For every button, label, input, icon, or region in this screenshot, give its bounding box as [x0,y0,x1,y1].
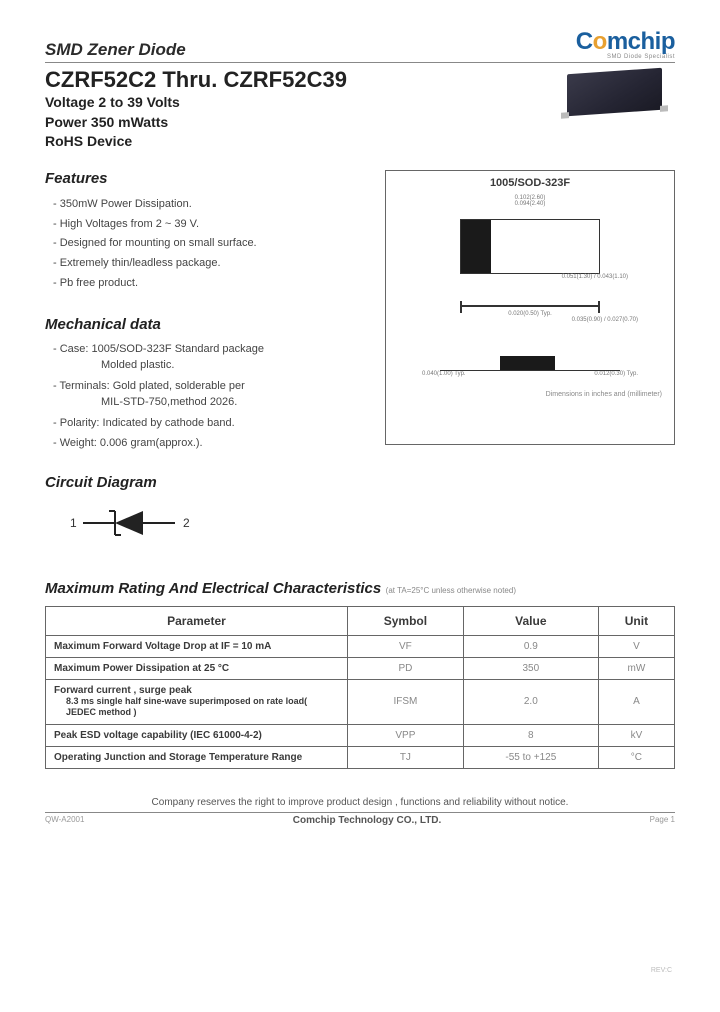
logo-tagline: SMD Diode Specialist [607,54,675,60]
ratings-section: Maximum Rating And Electrical Characteri… [45,580,675,769]
ratings-tbody: Maximum Forward Voltage Drop at IF = 10 … [46,635,675,768]
circuit-diagram: 1 2 [45,503,675,548]
revision-label: REV:C [651,967,672,974]
feature-item: 350mW Power Dissipation. [53,195,360,215]
package-top-view [392,219,668,274]
feature-item: Extremely thin/leadless package. [53,254,360,274]
mech-item: - Case: 1005/SOD-323F Standard packageMo… [45,341,360,374]
disclaimer: Company reserves the right to improve pr… [45,797,675,813]
mech-item: - Polarity: Indicated by cathode band. [45,415,360,432]
col-value: Value [463,606,598,635]
pin-2-label: 2 [183,516,190,530]
mechanical-heading: Mechanical data [45,316,360,333]
package-outline-box: 1005/SOD-323F 0.102(2.60) 0.094(2.40) 0.… [385,170,675,445]
dimension-units-note: Dimensions in inches and (millimeter) [392,391,668,398]
package-side-view [392,305,668,307]
header: SMD Zener Diode Comchip SMD Diode Specia… [45,30,675,63]
mech-item: - Terminals: Gold plated, solderable per… [45,378,360,411]
dimension-label: 0.051(1.30) / 0.043(1.10) [392,274,668,280]
table-row: Peak ESD voltage capability (IEC 61000-4… [46,725,675,747]
col-parameter: Parameter [46,606,348,635]
col-symbol: Symbol [347,606,463,635]
pin-1-label: 1 [70,516,77,530]
dimension-label: 0.094(2.40) [392,201,668,207]
datasheet-page: SMD Zener Diode Comchip SMD Diode Specia… [0,0,720,1012]
dimension-label: 0.035(0.90) / 0.027(0.70) [392,317,668,323]
table-row: Maximum Power Dissipation at 25 °C PD 35… [46,657,675,679]
circuit-section: Circuit Diagram 1 2 [45,474,675,548]
mechanical-section: Mechanical data - Case: 1005/SOD-323F St… [45,316,360,452]
feature-item: Designed for mounting on small surface. [53,234,360,254]
content-columns: Features 350mW Power Dissipation. High V… [45,170,675,456]
features-heading: Features [45,170,360,187]
title-row: CZRF52C2 Thru. CZRF52C39 Voltage 2 to 39… [45,67,675,152]
table-header-row: Parameter Symbol Value Unit [46,606,675,635]
ratings-heading: Maximum Rating And Electrical Characteri… [45,580,381,597]
company-logo: Comchip SMD Diode Specialist [576,30,675,60]
zener-symbol-icon: 1 2 [65,503,215,543]
company-name: Comchip Technology CO., LTD. [293,815,442,826]
col-unit: Unit [598,606,674,635]
rohs-label: RoHS Device [45,132,555,152]
feature-item: Pb free product. [53,274,360,294]
features-list: 350mW Power Dissipation. High Voltages f… [45,195,360,294]
table-row: Maximum Forward Voltage Drop at IF = 10 … [46,635,675,657]
ratings-condition: (at TA=25°C unless otherwise noted) [386,586,516,595]
voltage-spec: Voltage 2 to 39 Volts [45,93,555,113]
package-name: 1005/SOD-323F [392,177,668,189]
dimension-label: 0.040(1.00) Typ. [422,371,466,377]
title-block: CZRF52C2 Thru. CZRF52C39 Voltage 2 to 39… [45,67,555,152]
doc-code: QW-A2001 [45,815,84,826]
power-spec: Power 350 mWatts [45,113,555,133]
table-row: Forward current , surge peak8.3 ms singl… [46,679,675,724]
page-number: Page 1 [650,815,675,826]
product-category: SMD Zener Diode [45,40,186,60]
table-row: Operating Junction and Storage Temperatu… [46,747,675,769]
package-bottom-view [392,353,668,371]
dimension-label: 0.012(0.30) Typ. [594,371,638,377]
feature-item: High Voltages from 2 ~ 39 V. [53,215,360,235]
circuit-heading: Circuit Diagram [45,474,675,491]
package-3d-render [555,71,675,131]
ratings-table: Parameter Symbol Value Unit Maximum Forw… [45,606,675,769]
features-section: Features 350mW Power Dissipation. High V… [45,170,360,294]
footer: QW-A2001 Comchip Technology CO., LTD. Pa… [45,815,675,826]
left-column: Features 350mW Power Dissipation. High V… [45,170,360,456]
mech-item: - Weight: 0.006 gram(approx.). [45,435,360,452]
part-number-range: CZRF52C2 Thru. CZRF52C39 [45,67,555,93]
package-drawing: 1005/SOD-323F 0.102(2.60) 0.094(2.40) 0.… [385,170,675,456]
logo-text: Comchip [576,30,675,54]
